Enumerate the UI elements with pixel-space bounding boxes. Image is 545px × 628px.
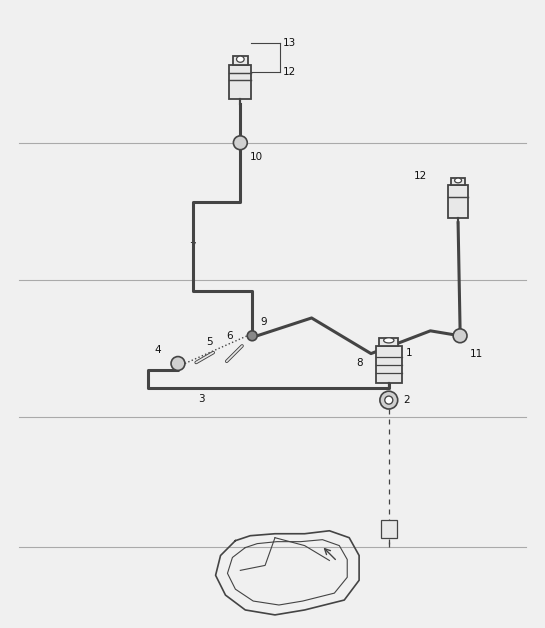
Text: 11: 11 <box>470 349 483 359</box>
Bar <box>233 56 248 65</box>
Text: 8: 8 <box>356 359 363 369</box>
Circle shape <box>233 136 247 149</box>
Text: 6: 6 <box>227 331 233 341</box>
Text: 12: 12 <box>283 67 296 77</box>
Ellipse shape <box>237 56 244 62</box>
Circle shape <box>453 329 467 343</box>
Bar <box>448 185 468 218</box>
Text: 5: 5 <box>207 337 213 347</box>
Text: 3: 3 <box>198 394 204 404</box>
Ellipse shape <box>455 178 462 183</box>
Text: 1: 1 <box>405 348 412 357</box>
Ellipse shape <box>384 338 394 343</box>
Bar <box>379 338 398 346</box>
Circle shape <box>385 396 393 404</box>
Bar <box>451 178 465 185</box>
Bar <box>381 520 397 538</box>
Text: 2: 2 <box>404 395 410 405</box>
Text: 12: 12 <box>414 171 427 181</box>
Text: 7: 7 <box>189 242 196 252</box>
Circle shape <box>247 331 257 341</box>
Bar <box>376 346 402 383</box>
Bar <box>229 65 251 99</box>
Circle shape <box>171 357 185 371</box>
Text: 13: 13 <box>283 38 296 48</box>
Text: 9: 9 <box>260 317 267 327</box>
Circle shape <box>380 391 398 409</box>
Text: 4: 4 <box>154 345 161 355</box>
Text: 10: 10 <box>250 151 263 161</box>
